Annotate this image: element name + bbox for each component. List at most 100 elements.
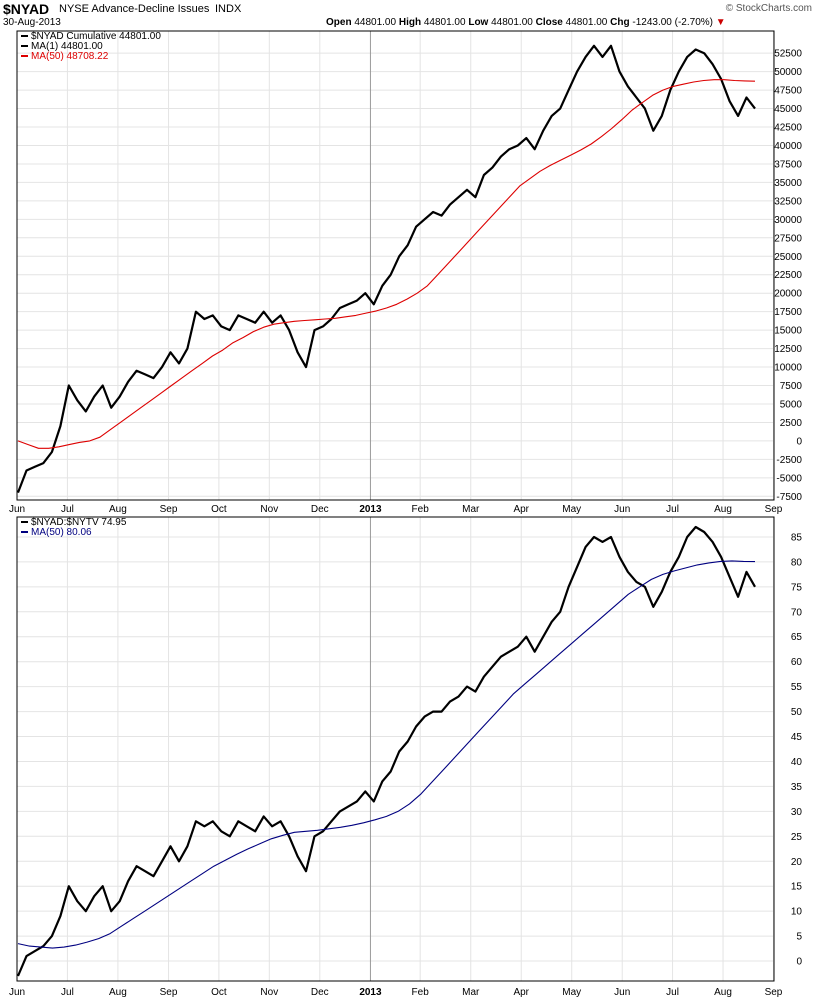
y-tick-label: 45000 [774, 104, 802, 115]
symbol: $NYAD [3, 1, 50, 17]
series-line-2 [17, 560, 756, 949]
open-label: Open [326, 17, 352, 28]
y-tick-label: 65 [791, 632, 803, 643]
y-tick-label: 60 [791, 657, 803, 668]
chg-value: -1243.00 (-2.70%) [632, 17, 713, 28]
high-label: High [398, 17, 422, 28]
low-value: 44801.00 [491, 17, 533, 28]
x-tick-label: Sep [765, 987, 783, 998]
y-tick-label: 15 [791, 882, 803, 893]
x-tick-label: Mar [462, 504, 480, 515]
x-tick-label: Apr [513, 987, 529, 998]
high-value: 44801.00 [423, 17, 466, 28]
legend-entry: $NYAD:$NYTV 74.95 [31, 517, 127, 528]
y-tick-label: 47500 [774, 86, 802, 97]
x-tick-label: Nov [260, 987, 278, 998]
y-tick-label: 22500 [774, 270, 802, 281]
low-label: Low [468, 17, 489, 28]
legend-entry: MA(1) 44801.00 [31, 41, 103, 52]
x-tick-label: May [562, 504, 581, 515]
plot-border [16, 516, 775, 982]
x-tick-label: Jul [61, 987, 74, 998]
y-tick-label: 30000 [774, 215, 802, 226]
y-tick-label: 45 [791, 732, 803, 743]
x-tick-label: Jun [9, 504, 25, 515]
y-tick-label: 80 [791, 557, 803, 568]
y-tick-label: 0 [796, 436, 802, 447]
y-tick-label: 50000 [774, 67, 802, 78]
legend-entry: $NYAD Cumulative 44801.00 [31, 31, 161, 42]
x-tick-label: Jul [666, 504, 679, 515]
exchange-label: INDX [215, 3, 242, 15]
legend-entry: MA(50) 48708.22 [31, 51, 109, 62]
x-tick-label: Jul [666, 987, 679, 998]
y-tick-label: 40000 [774, 141, 802, 152]
x-tick-label: Jun [9, 987, 25, 998]
y-tick-label: 12500 [774, 344, 802, 355]
ohlc-readout: Open 44801.00 High 44801.00 Low 44801.00… [326, 17, 726, 28]
y-tick-label: -2500 [776, 455, 802, 466]
y-tick-label: 27500 [774, 233, 802, 244]
x-tick-label: 2013 [359, 504, 382, 515]
y-tick-label: 37500 [774, 159, 802, 170]
chart-date: 30-Aug-2013 [3, 17, 61, 28]
y-tick-label: 0 [796, 957, 802, 968]
y-tick-label: 5000 [780, 399, 803, 410]
x-tick-label: Mar [462, 987, 480, 998]
y-tick-label: 10 [791, 907, 803, 918]
y-tick-label: 20000 [774, 289, 802, 300]
x-tick-label: Aug [109, 504, 127, 515]
y-tick-label: 10000 [774, 363, 802, 374]
series-line-2 [17, 79, 756, 449]
x-tick-label: Aug [109, 987, 127, 998]
y-tick-label: 15000 [774, 326, 802, 337]
y-tick-label: 50 [791, 707, 803, 718]
x-tick-label: Feb [412, 504, 430, 515]
chg-down-icon: ▼ [715, 17, 726, 28]
close-value: 44801.00 [565, 17, 608, 28]
x-tick-label: May [562, 987, 581, 998]
y-tick-label: -7500 [776, 492, 802, 503]
plot-border [16, 30, 775, 501]
x-tick-label: Sep [160, 504, 178, 515]
y-tick-label: 70 [791, 607, 803, 618]
y-tick-label: 25000 [774, 252, 802, 263]
y-tick-label: 55 [791, 682, 803, 693]
x-tick-label: 2013 [359, 987, 382, 998]
instrument-name: NYSE Advance-Decline Issues [59, 3, 210, 15]
y-tick-label: 75 [791, 582, 803, 593]
x-tick-label: Aug [714, 504, 732, 515]
chart-header: $NYAD NYSE Advance-Decline Issues INDX 3… [0, 0, 820, 30]
x-tick-label: Feb [412, 987, 430, 998]
chart-panel-2: 0 5 10 15 20 25 30 35 40 45 50 55 60 65 70 75 80 85 Jun Jul… [9, 516, 803, 998]
x-tick-label: Sep [160, 987, 178, 998]
chg-label: Chg [610, 17, 630, 28]
x-tick-label: Dec [311, 504, 329, 515]
x-tick-label: Apr [513, 504, 529, 515]
series-line-1 [16, 525, 756, 977]
y-tick-label: 85 [791, 532, 803, 543]
y-tick-label: -5000 [776, 473, 802, 484]
x-tick-label: Oct [211, 987, 227, 998]
x-tick-label: Nov [260, 504, 278, 515]
y-tick-label: 20 [791, 857, 803, 868]
open-value: 44801.00 [354, 17, 397, 28]
y-tick-label: 40 [791, 757, 803, 768]
x-tick-label: Oct [211, 504, 227, 515]
legend-entry: MA(50) 80.06 [31, 527, 92, 538]
y-tick-label: 25 [791, 832, 803, 843]
y-tick-label: 17500 [774, 307, 802, 318]
series-line-1 [16, 44, 756, 493]
close-label: Close [535, 17, 563, 28]
y-tick-label: 32500 [774, 196, 802, 207]
x-tick-label: Jul [61, 504, 74, 515]
y-tick-label: 35000 [774, 178, 802, 189]
y-tick-label: 30 [791, 807, 803, 818]
y-tick-label: 52500 [774, 49, 802, 60]
x-tick-label: Jun [614, 987, 630, 998]
y-tick-label: 5 [796, 932, 802, 943]
brand-watermark: © StockCharts.com [725, 3, 812, 14]
y-tick-label: 42500 [774, 123, 802, 134]
x-tick-label: Dec [311, 987, 329, 998]
